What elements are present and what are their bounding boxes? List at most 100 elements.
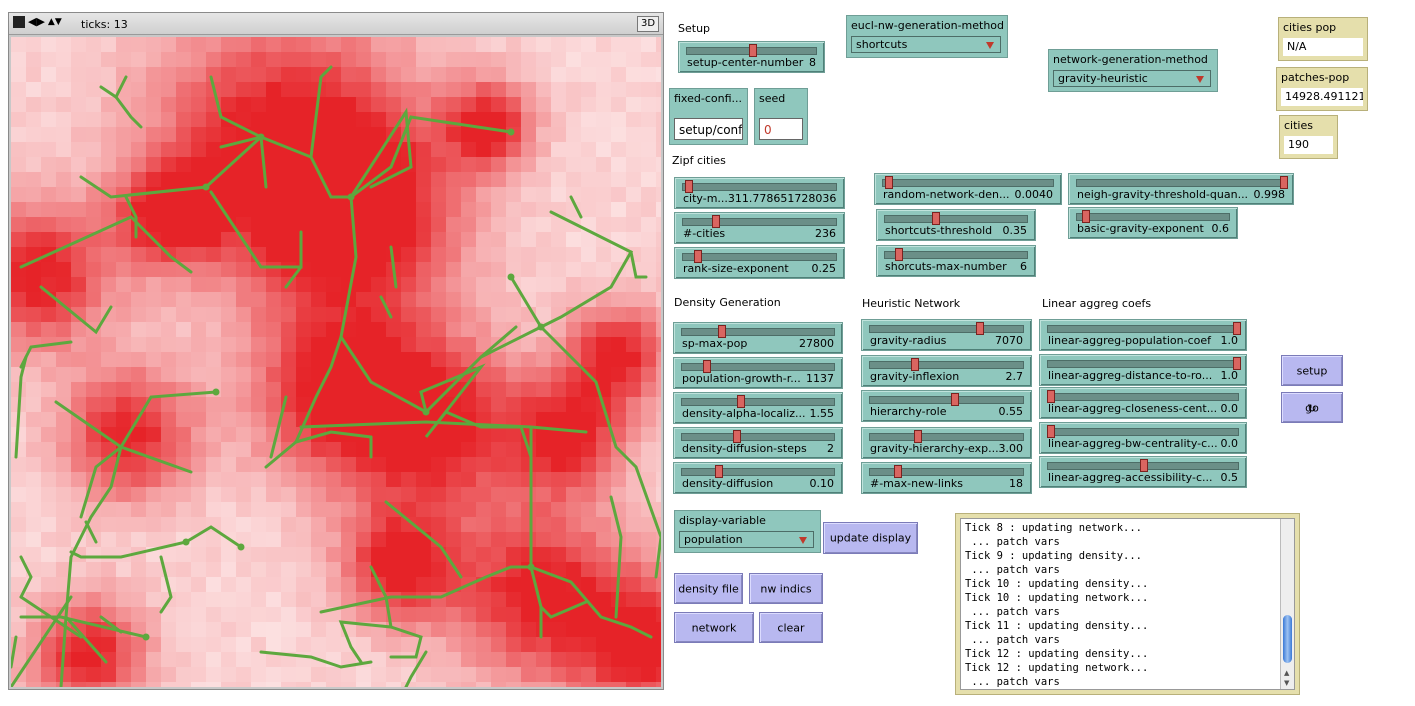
slider-knob[interactable] [1140, 459, 1148, 472]
slider-7[interactable]: neigh-gravity-threshold-quan... 0.998 [1068, 173, 1294, 205]
slider-track[interactable] [681, 363, 835, 371]
slider-track[interactable] [682, 218, 837, 226]
nw-indics-button[interactable]: nw indics [749, 573, 823, 604]
world-view[interactable]: ◀▶ ▲▼ ticks: 13 3D [8, 12, 664, 690]
slider-knob[interactable] [976, 322, 985, 335]
slider-knob[interactable] [910, 358, 919, 371]
slider-23[interactable]: linear-aggreg-accessibility-c... 0.5 [1039, 456, 1247, 488]
slider-track[interactable] [681, 328, 835, 336]
network-generation-method-chooser[interactable]: network-generation-method gravity-heuris… [1048, 49, 1218, 92]
slider-knob[interactable] [885, 176, 894, 189]
slider-knob[interactable] [737, 395, 746, 408]
slider-9[interactable]: sp-max-pop 27800 [673, 322, 843, 354]
output-area[interactable]: Tick 8 : updating network... ... patch v… [960, 518, 1295, 690]
slider-knob[interactable] [1233, 322, 1241, 335]
slider-track[interactable] [1047, 360, 1239, 368]
output-scrollbar[interactable]: ▲ ▼ [1280, 519, 1294, 689]
slider-8[interactable]: basic-gravity-exponent 0.6 [1068, 207, 1238, 239]
slider-track[interactable] [1047, 325, 1239, 333]
seed-field[interactable]: 0 [759, 118, 803, 140]
display-variable-chooser[interactable]: display-variable population [674, 510, 821, 553]
slider-track[interactable] [869, 361, 1024, 369]
slider-12[interactable]: density-diffusion-steps 2 [673, 427, 843, 459]
slider-knob[interactable] [1233, 357, 1241, 370]
slider-track[interactable] [1076, 213, 1230, 221]
slider-track[interactable] [1047, 428, 1239, 436]
slider-16[interactable]: hierarchy-role 0.55 [861, 390, 1032, 422]
slider-20[interactable]: linear-aggreg-distance-to-ro... 1.0 [1039, 354, 1247, 386]
population-map[interactable] [11, 37, 661, 687]
slider-track[interactable] [681, 468, 835, 476]
speed-toggle-icon[interactable] [13, 16, 25, 28]
slider-knob[interactable] [1081, 210, 1090, 223]
slider-knob[interactable] [895, 248, 904, 261]
slider-18[interactable]: #-max-new-links 18 [861, 462, 1032, 494]
slider-track[interactable] [869, 433, 1024, 441]
slider-14[interactable]: gravity-radius 7070 [861, 319, 1032, 351]
slider-track[interactable] [884, 215, 1028, 223]
slider-track[interactable] [1076, 179, 1286, 187]
update-display-button[interactable]: update display [823, 522, 918, 554]
density-cell [536, 217, 551, 232]
slider-knob[interactable] [1279, 176, 1288, 189]
slider-knob[interactable] [693, 250, 702, 263]
up-down-arrows-icon[interactable]: ▲▼ [47, 17, 62, 27]
slider-knob[interactable] [932, 212, 941, 225]
slider-knob[interactable] [703, 360, 712, 373]
scroll-down-icon[interactable]: ▼ [1284, 679, 1290, 687]
chooser-value[interactable]: shortcuts [851, 36, 1001, 53]
slider-knob[interactable] [894, 465, 903, 478]
slider-track[interactable] [681, 433, 835, 441]
slider-11[interactable]: density-alpha-localiz... 1.55 [673, 392, 843, 424]
slider-knob[interactable] [950, 393, 959, 406]
slider-17[interactable]: gravity-hierarchy-exp... 3.00 [861, 427, 1032, 459]
slider-knob[interactable] [732, 430, 741, 443]
slider-13[interactable]: density-diffusion 0.10 [673, 462, 843, 494]
view-3d-button[interactable]: 3D [637, 16, 659, 32]
eucl-nw-generation-method-chooser[interactable]: eucl-nw-generation-method shortcuts [846, 15, 1008, 58]
slider-3[interactable]: rank-size-exponent 0.25 [674, 247, 845, 279]
slider-knob[interactable] [1047, 390, 1055, 403]
slider-knob[interactable] [1047, 425, 1055, 438]
slider-track[interactable] [1047, 393, 1239, 401]
slider-19[interactable]: linear-aggreg-population-coef 1.0 [1039, 319, 1247, 351]
fixed-config-input[interactable]: fixed-confi... setup/conf [669, 88, 748, 145]
slider-track[interactable] [682, 253, 837, 261]
slider-1[interactable]: city-m...311.778651728036 [674, 177, 845, 209]
slider-track[interactable] [681, 398, 835, 406]
density-cell [491, 307, 506, 322]
network-button[interactable]: network [674, 612, 754, 643]
slider-knob[interactable] [684, 180, 693, 193]
slider-4[interactable]: random-network-den... 0.0040 [874, 173, 1062, 205]
chooser-value[interactable]: gravity-heuristic [1053, 70, 1211, 87]
slider-track[interactable] [884, 251, 1028, 259]
slider-21[interactable]: linear-aggreg-closeness-cent... 0.0 [1039, 387, 1247, 419]
slider-knob[interactable] [748, 44, 757, 57]
scroll-thumb[interactable] [1283, 615, 1292, 663]
setup-button[interactable]: setup [1281, 355, 1343, 386]
slider-track[interactable] [869, 325, 1024, 333]
slider-2[interactable]: #-cities 236 [674, 212, 845, 244]
clear-button[interactable]: clear [759, 612, 823, 643]
slider-knob[interactable] [718, 325, 726, 338]
slider-knob[interactable] [711, 215, 720, 228]
slider-6[interactable]: shorcuts-max-number 6 [876, 245, 1036, 277]
chooser-value[interactable]: population [679, 531, 814, 548]
slider-track[interactable] [869, 396, 1024, 404]
fixed-config-field[interactable]: setup/conf [674, 118, 743, 140]
slider-track[interactable] [682, 183, 837, 191]
density-file-button[interactable]: density file [674, 573, 743, 604]
go-button[interactable]: go ↻ [1281, 392, 1343, 423]
slider-5[interactable]: shortcuts-threshold 0.35 [876, 209, 1036, 241]
slider-knob[interactable] [913, 430, 922, 443]
slider-track[interactable] [869, 468, 1024, 476]
slider-10[interactable]: population-growth-r... 1137 [673, 357, 843, 389]
slider-0[interactable]: setup-center-number 8 [678, 41, 825, 73]
left-right-arrows-icon[interactable]: ◀▶ [28, 15, 45, 28]
slider-knob[interactable] [715, 465, 724, 478]
slider-15[interactable]: gravity-inflexion 2.7 [861, 355, 1032, 387]
seed-input[interactable]: seed 0 [754, 88, 808, 145]
slider-22[interactable]: linear-aggreg-bw-centrality-c... 0.0 [1039, 422, 1247, 454]
slider-track[interactable] [882, 179, 1054, 187]
scroll-up-icon[interactable]: ▲ [1284, 669, 1290, 677]
